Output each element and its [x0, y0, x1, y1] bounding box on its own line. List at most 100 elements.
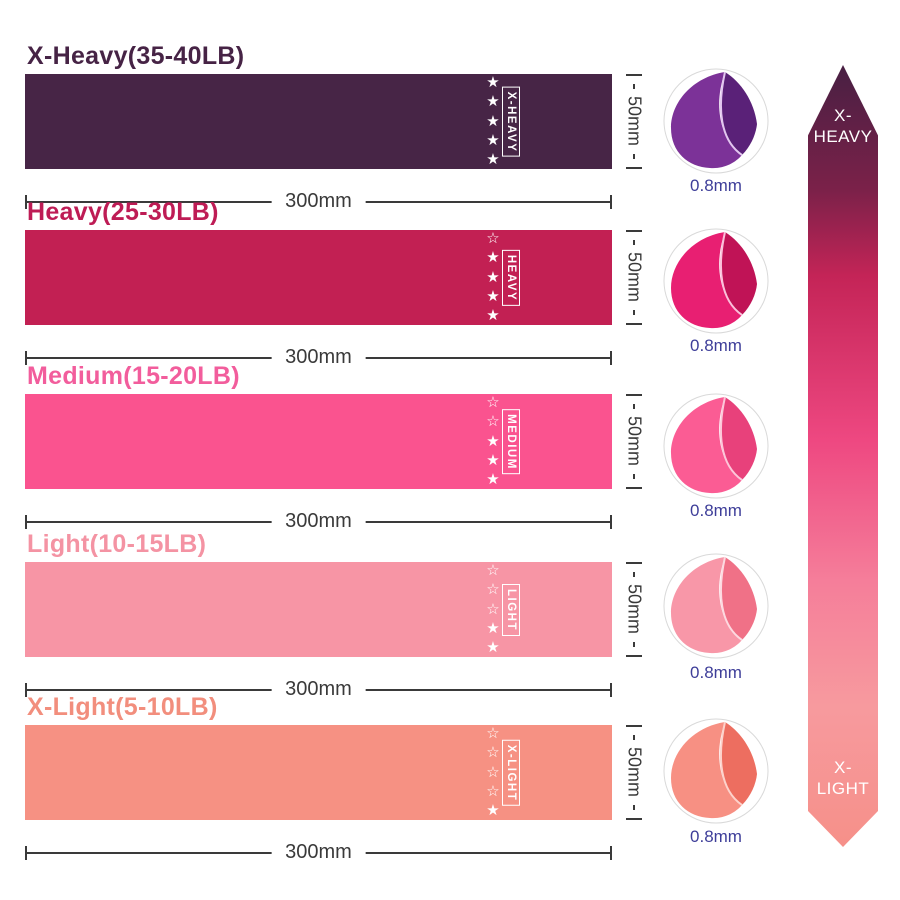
star-filled-icon: ★	[486, 131, 500, 149]
strength-scale-top-line2: HEAVY	[813, 127, 873, 146]
star-outline-icon: ☆	[486, 763, 500, 781]
strength-scale-bottom-label: X- LIGHT	[808, 757, 878, 799]
band-swatch: ☆ ★ ★ ★ ★ HEAVY	[25, 230, 612, 325]
width-dimension-label: 300mm	[271, 678, 366, 701]
dimension-tick	[626, 322, 642, 325]
folded-band-icon	[663, 718, 769, 824]
dimension-tick	[626, 230, 642, 232]
star-filled-icon: ★	[486, 112, 500, 130]
thickness-label: 0.8mm	[690, 336, 742, 355]
height-dimension-label: 50mm	[624, 252, 645, 303]
height-dimension-label: 50mm	[624, 747, 645, 798]
dimension-tick-stub	[633, 642, 635, 648]
thickness-label: 0.8mm	[690, 176, 742, 195]
strength-scale-bottom-line1: X-	[834, 758, 852, 777]
width-dimension-label: 300mm	[271, 346, 366, 369]
dimension-tick	[626, 654, 642, 657]
strength-scale-top-line1: X-	[834, 106, 852, 125]
height-dimension-line: 50mm	[621, 74, 647, 169]
thickness-label: 0.8mm	[690, 501, 742, 520]
band-row-light: Light(10-15LB) ☆ ☆ ☆ ★ ★ LIGHT 300mm 50mm	[25, 530, 645, 720]
dimension-tick-stub	[633, 154, 635, 160]
star-outline-icon: ☆	[486, 581, 500, 599]
dimension-tick-stub	[633, 571, 635, 577]
star-filled-icon: ★	[486, 307, 500, 324]
dimension-tick-stub	[633, 310, 635, 316]
star-filled-icon: ★	[486, 74, 500, 91]
star-filled-icon: ★	[486, 249, 500, 267]
dimension-tick-stub	[633, 734, 635, 740]
star-column: ★ ★ ★ ★ ★	[483, 75, 503, 168]
dimension-tick-stub	[633, 474, 635, 480]
star-filled-icon: ★	[486, 287, 500, 305]
height-dimension-line: 50mm	[621, 562, 647, 657]
star-filled-icon: ★	[486, 802, 500, 819]
star-filled-icon: ★	[486, 471, 500, 488]
star-outline-icon: ☆	[486, 230, 500, 247]
dimension-tick-stub	[633, 805, 635, 811]
star-filled-icon: ★	[486, 451, 500, 469]
star-filled-icon: ★	[486, 432, 500, 450]
star-filled-icon: ★	[486, 268, 500, 286]
band-strength-label: X-HEAVY	[502, 86, 520, 157]
dimension-tick	[626, 562, 642, 564]
height-dimension-line: 50mm	[621, 725, 647, 820]
band-row-x-heavy: X-Heavy(35-40LB) ★ ★ ★ ★ ★ X-HEAVY 300mm 50m…	[25, 42, 645, 232]
band-row-heavy: Heavy(25-30LB) ☆ ★ ★ ★ ★ HEAVY 300mm 50mm	[25, 198, 645, 388]
band-title: X-Light(5-10LB)	[27, 693, 218, 721]
folded-band-icon	[663, 228, 769, 334]
band-row-medium: Medium(15-20LB) ☆ ☆ ★ ★ ★ MEDIUM 300mm 50mm	[25, 362, 645, 552]
dimension-tick-stub	[633, 239, 635, 245]
band-closeup-circle	[663, 553, 769, 659]
band-title: Heavy(25-30LB)	[27, 198, 219, 226]
star-column: ☆ ☆ ☆ ☆ ★	[483, 726, 503, 819]
strength-scale-arrow: X- HEAVY X- LIGHT	[808, 65, 878, 847]
folded-band-icon	[663, 553, 769, 659]
strength-scale-bottom-line2: LIGHT	[816, 779, 870, 798]
dimension-tick-stub	[633, 403, 635, 409]
height-dimension-label: 50mm	[624, 416, 645, 467]
star-outline-icon: ☆	[486, 782, 500, 800]
star-filled-icon: ★	[486, 639, 500, 656]
band-swatch: ☆ ☆ ☆ ★ ★ LIGHT	[25, 562, 612, 657]
band-title: Medium(15-20LB)	[27, 362, 240, 390]
height-dimension-label: 50mm	[624, 584, 645, 635]
star-outline-icon: ☆	[486, 562, 500, 579]
band-title: Light(10-15LB)	[27, 530, 207, 558]
width-dimension-line: 300mm	[25, 841, 612, 864]
height-dimension-line: 50mm	[621, 394, 647, 489]
star-outline-icon: ☆	[486, 413, 500, 431]
band-closeup-circle	[663, 393, 769, 499]
band-strength-label: HEAVY	[502, 249, 520, 306]
width-dimension-label: 300mm	[271, 190, 366, 213]
strength-scale-top-label: X- HEAVY	[808, 105, 878, 147]
width-dimension-line: 300mm	[25, 678, 612, 701]
band-swatch: ★ ★ ★ ★ ★ X-HEAVY	[25, 74, 612, 169]
thickness-label: 0.8mm	[690, 827, 742, 846]
width-dimension-line: 300mm	[25, 190, 612, 213]
star-column: ☆ ☆ ☆ ★ ★	[483, 563, 503, 656]
band-closeup-circle	[663, 718, 769, 824]
thickness-label: 0.8mm	[690, 663, 742, 682]
star-outline-icon: ☆	[486, 725, 500, 742]
band-title: X-Heavy(35-40LB)	[27, 42, 245, 70]
folded-band-icon	[663, 393, 769, 499]
star-filled-icon: ★	[486, 93, 500, 111]
band-closeup-circle	[663, 68, 769, 174]
star-column: ☆ ★ ★ ★ ★	[483, 231, 503, 324]
star-filled-icon: ★	[486, 151, 500, 168]
dimension-tick-stub	[633, 83, 635, 89]
dimension-tick	[626, 394, 642, 396]
dimension-tick	[626, 166, 642, 169]
width-dimension-label: 300mm	[271, 841, 366, 864]
star-outline-icon: ☆	[486, 394, 500, 411]
band-row-x-light: X-Light(5-10LB) ☆ ☆ ☆ ☆ ★ X-LIGHT 300mm 50mm	[25, 693, 645, 883]
width-dimension-line: 300mm	[25, 346, 612, 369]
dimension-tick	[626, 486, 642, 489]
width-dimension-line: 300mm	[25, 510, 612, 533]
height-dimension-label: 50mm	[624, 96, 645, 147]
star-outline-icon: ☆	[486, 744, 500, 762]
dimension-tick	[626, 725, 642, 727]
star-filled-icon: ★	[486, 619, 500, 637]
